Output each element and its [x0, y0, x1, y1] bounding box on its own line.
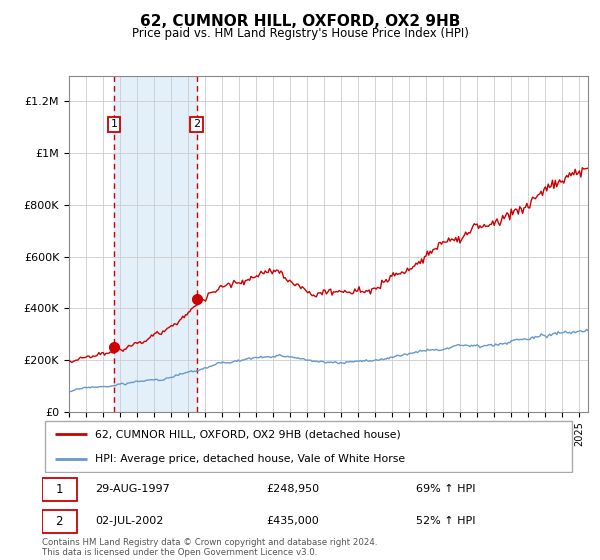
Text: £435,000: £435,000	[266, 516, 319, 526]
Text: Contains HM Land Registry data © Crown copyright and database right 2024.
This d: Contains HM Land Registry data © Crown c…	[42, 538, 377, 557]
Text: 62, CUMNOR HILL, OXFORD, OX2 9HB (detached house): 62, CUMNOR HILL, OXFORD, OX2 9HB (detach…	[95, 430, 401, 440]
FancyBboxPatch shape	[42, 478, 77, 501]
Text: 1: 1	[110, 119, 118, 129]
Text: 62, CUMNOR HILL, OXFORD, OX2 9HB: 62, CUMNOR HILL, OXFORD, OX2 9HB	[140, 14, 460, 29]
Text: 52% ↑ HPI: 52% ↑ HPI	[416, 516, 475, 526]
Text: 2: 2	[193, 119, 200, 129]
Text: Price paid vs. HM Land Registry's House Price Index (HPI): Price paid vs. HM Land Registry's House …	[131, 27, 469, 40]
Text: 1: 1	[55, 483, 63, 496]
Text: 29-AUG-1997: 29-AUG-1997	[95, 484, 170, 494]
Text: £248,950: £248,950	[266, 484, 319, 494]
FancyBboxPatch shape	[44, 421, 572, 472]
Text: 02-JUL-2002: 02-JUL-2002	[95, 516, 164, 526]
Text: HPI: Average price, detached house, Vale of White Horse: HPI: Average price, detached house, Vale…	[95, 454, 406, 464]
Text: 2: 2	[55, 515, 63, 528]
FancyBboxPatch shape	[42, 510, 77, 533]
Bar	[114, 76, 197, 412]
Text: 69% ↑ HPI: 69% ↑ HPI	[416, 484, 475, 494]
